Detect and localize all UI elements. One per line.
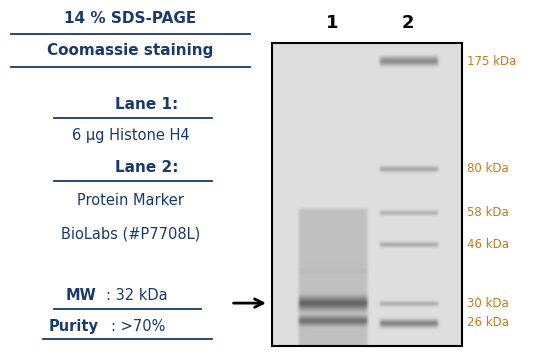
Text: 58 kDa: 58 kDa bbox=[467, 206, 509, 219]
Text: 26 kDa: 26 kDa bbox=[467, 316, 509, 329]
Text: MW: MW bbox=[65, 288, 96, 303]
Text: : >70%: : >70% bbox=[111, 319, 166, 334]
Text: 1: 1 bbox=[326, 14, 339, 32]
Text: Coomassie staining: Coomassie staining bbox=[47, 43, 213, 58]
Text: 30 kDa: 30 kDa bbox=[467, 297, 509, 310]
Text: 175 kDa: 175 kDa bbox=[467, 55, 516, 68]
Text: 80 kDa: 80 kDa bbox=[467, 162, 509, 175]
Text: 2: 2 bbox=[402, 14, 415, 32]
Text: 46 kDa: 46 kDa bbox=[467, 238, 509, 251]
Text: Purity: Purity bbox=[49, 319, 99, 334]
Text: Lane 2:: Lane 2: bbox=[115, 160, 178, 175]
Text: Protein Marker: Protein Marker bbox=[77, 193, 184, 208]
Text: 6 μg Histone H4: 6 μg Histone H4 bbox=[72, 128, 189, 143]
Text: : 32 kDa: : 32 kDa bbox=[106, 288, 167, 303]
Text: 14 % SDS-PAGE: 14 % SDS-PAGE bbox=[64, 11, 197, 26]
Text: BioLabs (#P7708L): BioLabs (#P7708L) bbox=[61, 227, 200, 242]
Text: Lane 1:: Lane 1: bbox=[115, 97, 178, 112]
